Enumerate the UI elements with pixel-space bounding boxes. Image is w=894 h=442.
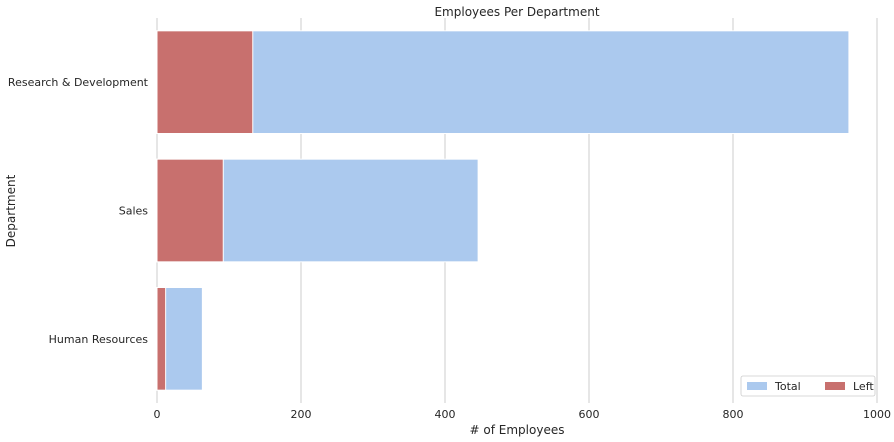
y-tick-labels: Research & Development Sales Human Resourc… [8, 76, 149, 346]
legend-frame [740, 375, 876, 397]
bar-left-1 [156, 158, 224, 263]
bars [156, 30, 850, 391]
x-tick-labels: 0 200 400 600 800 1000 [154, 408, 892, 421]
x-tick-label: 0 [154, 408, 161, 421]
y-tick-label: Research & Development [8, 76, 149, 89]
bar-left-2 [156, 287, 167, 391]
legend-label-total: Total [774, 380, 801, 393]
legend: Total Left [740, 375, 876, 397]
x-tick-label: 200 [291, 408, 312, 421]
chart-title: Employees Per Department [434, 5, 599, 19]
y-axis-label: Department [4, 174, 18, 247]
x-tick-label: 400 [435, 408, 456, 421]
y-tick-label: Sales [119, 205, 149, 218]
x-tick-label: 1000 [863, 408, 891, 421]
x-tick-label: 600 [579, 408, 600, 421]
x-axis-label: # of Employees [470, 423, 565, 437]
bar-total-0 [156, 30, 850, 134]
y-tick-label: Human Resources [49, 333, 149, 346]
legend-swatch-left [825, 382, 845, 390]
bar-left-0 [156, 30, 254, 134]
legend-label-left: Left [853, 380, 874, 393]
x-tick-label: 800 [723, 408, 744, 421]
legend-swatch-total [747, 382, 767, 390]
